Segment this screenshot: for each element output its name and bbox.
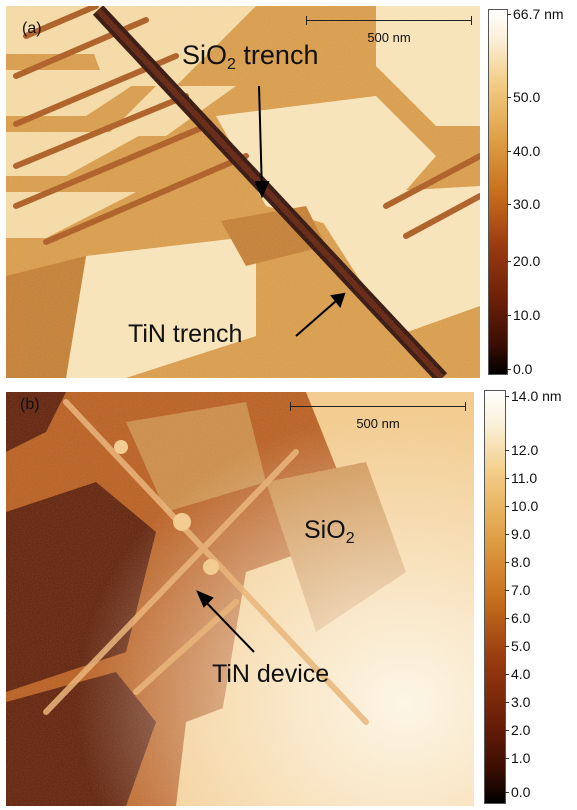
colorbar-tick: 10.0	[504, 498, 539, 514]
tin-trench-label: TiN trench	[128, 320, 243, 348]
afm-image-b	[6, 392, 474, 806]
colorbar-tick: 50.0	[506, 89, 541, 105]
colorbar-tick: 10.0	[506, 307, 541, 323]
colorbar-tick: 0.0	[506, 361, 533, 377]
panel-letter-b: (b)	[20, 396, 40, 413]
colorbar-b	[484, 390, 506, 804]
colorbar-a	[488, 9, 508, 375]
colorbar-tick: 5.0	[504, 638, 531, 654]
scale-bar-label-b: 500 nm	[356, 416, 400, 431]
colorbar-tick: 1.0	[504, 750, 531, 766]
colorbar-tick: 20.0	[506, 253, 541, 269]
colorbar-ticks-a: 66.7 nm 50.0 40.0 30.0 20.0 10.0 0.0	[506, 6, 577, 377]
colorbar-tick: 30.0	[506, 196, 541, 212]
colorbar-tick: 12.0	[504, 442, 539, 458]
colorbar-ticks-b: 14.0 nm 12.0 11.0 10.0 9.0 8.0 7.0 6.0 5…	[504, 388, 577, 802]
sio2-label: SiO2	[304, 516, 355, 547]
colorbar-tick: 11.0	[504, 470, 538, 486]
scale-bar-label-a: 500 nm	[367, 30, 411, 45]
sio2-trench-label: SiO2 trench	[182, 40, 319, 73]
colorbar-tick: 8.0	[504, 554, 531, 570]
panel-letter-a: (a)	[22, 20, 42, 37]
colorbar-tick: 40.0	[506, 143, 541, 159]
afm-image-a	[6, 6, 480, 378]
annotation-arrows-a	[254, 85, 346, 337]
colorbar-tick: 66.7 nm	[507, 6, 564, 22]
colorbar-tick: 7.0	[504, 582, 531, 598]
annotation-arrow-b	[196, 590, 255, 653]
colorbar-tick: 0.0	[504, 784, 531, 800]
colorbar-tick: 14.0 nm	[505, 388, 562, 404]
colorbar-tick: 4.0	[504, 666, 531, 682]
colorbar-tick: 3.0	[504, 694, 531, 710]
panel-b: (b) 500 nm SiO2 TiN device 14.0 nm 12.0 …	[0, 386, 577, 810]
panel-a: (a) 500 nm SiO2 trench TiN trench 66.7 n…	[0, 0, 577, 382]
colorbar-tick: 6.0	[504, 610, 531, 626]
colorbar-tick: 2.0	[504, 722, 531, 738]
colorbar-tick: 9.0	[504, 526, 531, 542]
tin-device-label: TiN device	[212, 660, 330, 688]
